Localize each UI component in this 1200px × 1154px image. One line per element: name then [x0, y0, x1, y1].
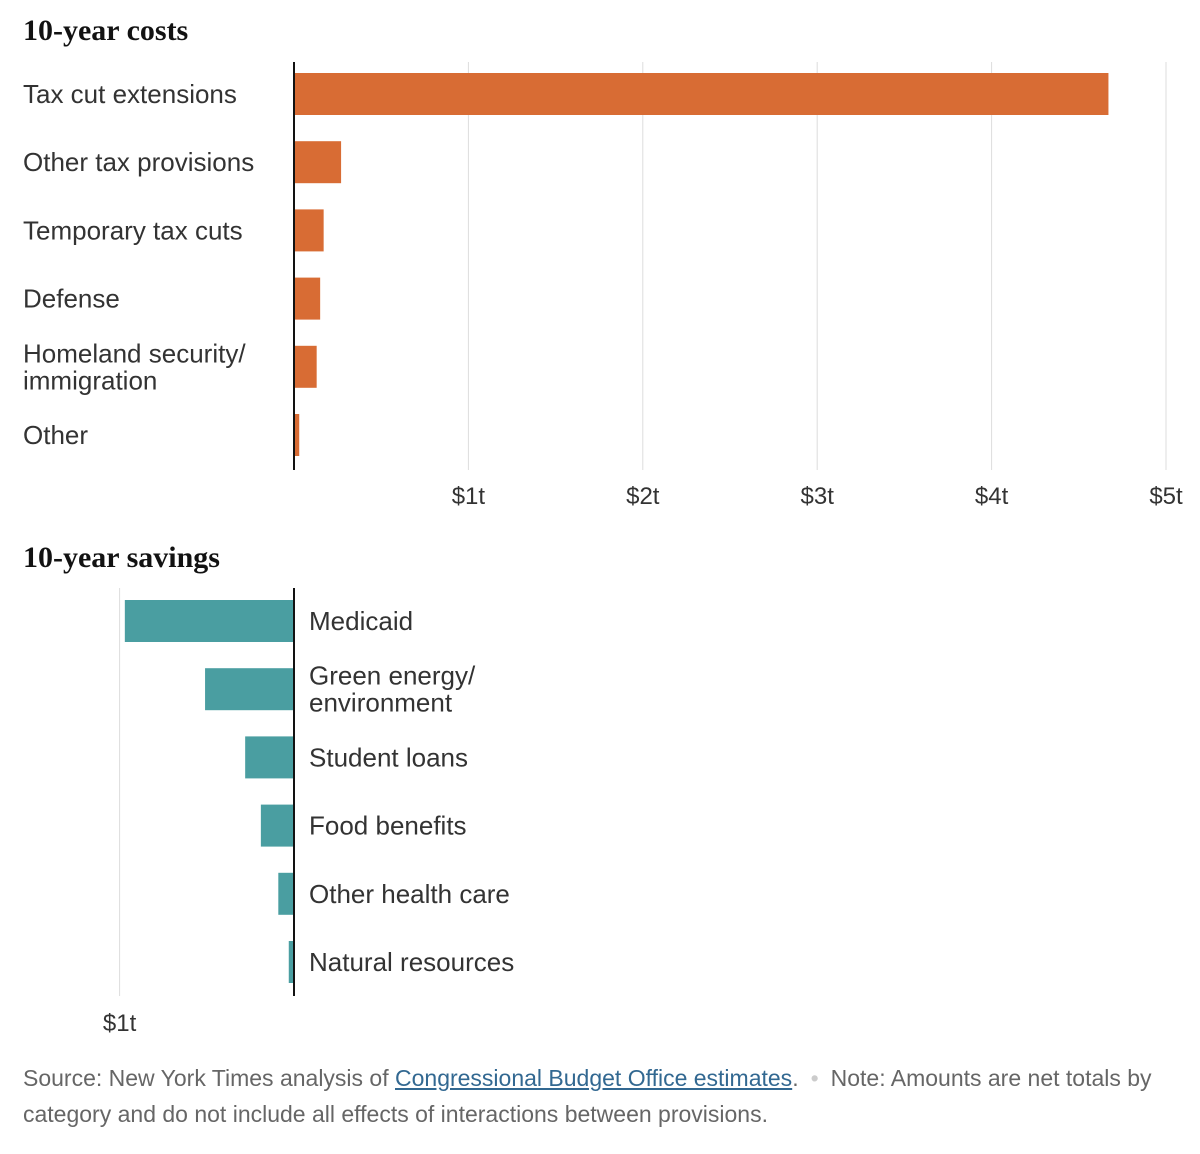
savings-bar-student-loans — [245, 736, 294, 779]
savings-category-label: Student loans — [309, 742, 468, 772]
savings-category-label: Natural resources — [309, 947, 514, 977]
savings-tick-label: $1t — [103, 1010, 137, 1037]
cbo-estimates-link[interactable]: Congressional Budget Office estimates — [395, 1065, 793, 1091]
savings-bars — [124, 600, 294, 983]
costs-category-label: immigration — [23, 365, 157, 395]
savings-bar-green-energy-environment — [205, 668, 294, 711]
savings-ticks: $1t — [103, 1010, 137, 1037]
costs-bar-defense — [294, 277, 321, 320]
source-suffix: . — [792, 1065, 799, 1091]
source-note: Source: New York Times analysis of Congr… — [23, 1060, 1183, 1132]
savings-chart-title: 10-year savings — [23, 541, 220, 574]
costs-bar-temporary-tax-cuts — [294, 209, 324, 252]
costs-category-label: Homeland security/ — [23, 338, 246, 368]
separator-dot: • — [810, 1065, 819, 1091]
costs-category-label: Temporary tax cuts — [23, 215, 243, 245]
costs-grid — [467, 62, 1167, 470]
costs-category-label: Other tax provisions — [23, 147, 254, 177]
note-text: Note: Amounts are net totals by category… — [23, 1065, 1152, 1127]
costs-tick-label: $2t — [626, 483, 660, 510]
costs-category-label: Tax cut extensions — [23, 79, 237, 109]
costs-tick-label: $5t — [1149, 483, 1183, 510]
savings-bar-natural-resources — [288, 941, 294, 983]
costs-tick-label: $3t — [801, 483, 835, 510]
savings-category-label: Other health care — [309, 879, 510, 909]
savings-category-label: Green energy/ — [309, 661, 476, 691]
savings-bar-medicaid — [124, 600, 294, 642]
costs-bar-homeland-security-immigration — [294, 345, 317, 388]
costs-tick-label: $1t — [452, 483, 486, 510]
savings-category-label: environment — [309, 688, 453, 718]
costs-bar-tax-cut-extensions — [294, 73, 1109, 115]
costs-category-label: Defense — [23, 284, 120, 314]
costs-tick-label: $4t — [975, 483, 1009, 510]
costs-bars — [294, 73, 1109, 456]
costs-bar-other — [294, 414, 300, 456]
costs-ticks: $1t $2t $3t $4t $5t — [452, 483, 1183, 510]
costs-chart: 10-year costs Tax cut extensions Other ta… — [23, 14, 1183, 510]
savings-bar-food-benefits — [260, 804, 294, 847]
savings-category-label: Food benefits — [309, 811, 467, 841]
source-prefix: Source: New York Times analysis of — [23, 1065, 395, 1091]
savings-chart: 10-year savings Medicaid Green energy/env… — [23, 541, 514, 1037]
savings-labels: Medicaid Green energy/environment Student … — [309, 606, 514, 977]
costs-chart-title: 10-year costs — [23, 14, 188, 47]
savings-bar-other-health-care — [278, 872, 294, 915]
costs-labels: Tax cut extensions Other tax provisions Te… — [23, 79, 254, 450]
costs-category-label: Other — [23, 420, 88, 450]
savings-category-label: Medicaid — [309, 606, 413, 636]
costs-bar-other-tax-provisions — [294, 141, 342, 184]
